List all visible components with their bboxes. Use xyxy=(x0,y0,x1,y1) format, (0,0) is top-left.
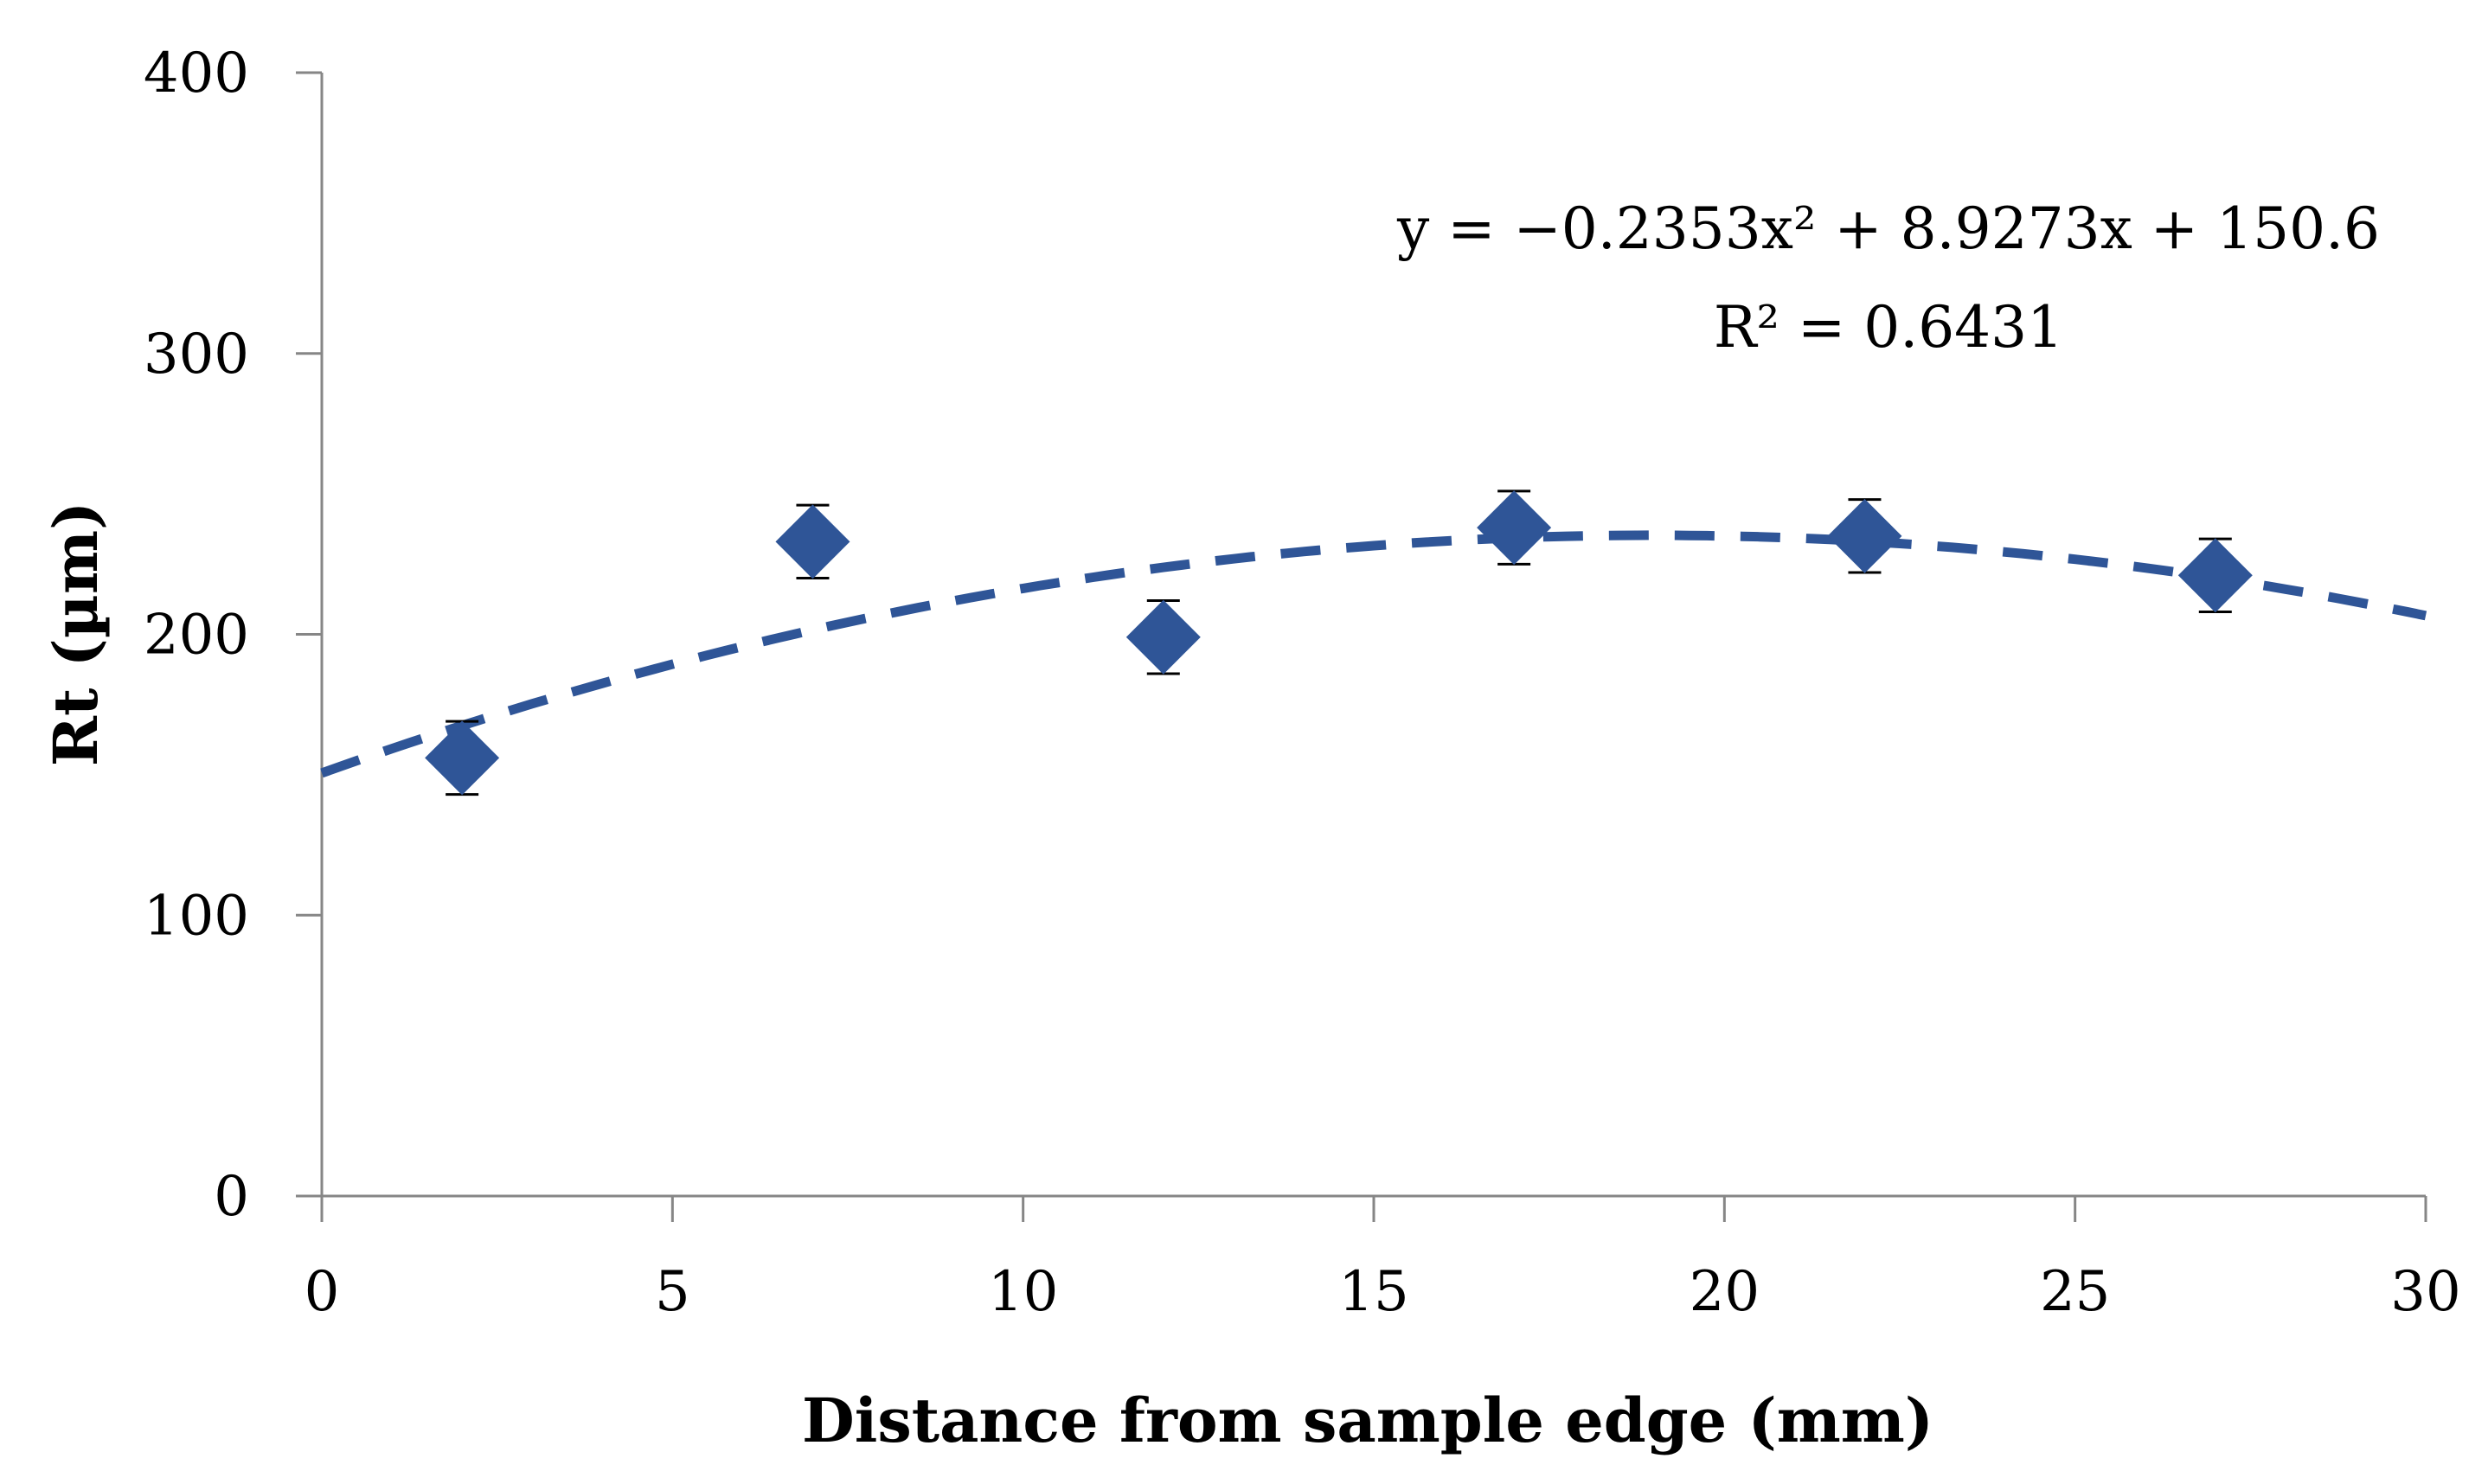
data-point xyxy=(2177,537,2253,614)
y-tick-label: 300 xyxy=(144,323,249,387)
data-point xyxy=(1125,599,1201,675)
x-tick-label: 0 xyxy=(305,1260,340,1324)
x-axis-title: Distance from sample edge (mm) xyxy=(802,1385,1933,1456)
y-tick-label: 100 xyxy=(144,884,249,948)
y-axis-title: Rt (µm) xyxy=(40,502,112,766)
y-tick-label: 0 xyxy=(214,1165,249,1229)
trendline xyxy=(320,530,2427,778)
x-tick-label: 20 xyxy=(1690,1260,1760,1324)
diamond-marker xyxy=(1125,599,1201,675)
diamond-marker xyxy=(425,720,500,796)
axes: 0 100 200 300 400 0 5 10 15 20 25 30 xyxy=(144,42,2461,1324)
diamond-marker xyxy=(1477,490,1552,566)
y-tick-label: 200 xyxy=(144,604,249,668)
y-axis-ticks: 0 100 200 300 400 xyxy=(144,42,322,1229)
x-tick-label: 25 xyxy=(2040,1260,2110,1324)
data-point xyxy=(775,503,850,580)
diamond-marker xyxy=(775,504,850,579)
data-points xyxy=(425,489,2253,796)
diamond-marker xyxy=(2177,538,2253,613)
trendline-equation: y = −0.2353x² + 8.9273x + 150.6 xyxy=(1396,195,2380,262)
x-axis-ticks: 0 5 10 15 20 25 30 xyxy=(305,1196,2461,1324)
data-point xyxy=(1827,498,1902,574)
y-tick-label: 400 xyxy=(144,42,249,106)
x-tick-label: 15 xyxy=(1338,1260,1408,1324)
x-tick-label: 5 xyxy=(655,1260,690,1324)
trendline-r-squared: R² = 0.6431 xyxy=(1714,294,2063,361)
trendline-group xyxy=(320,530,2427,778)
x-tick-label: 10 xyxy=(988,1260,1058,1324)
data-point xyxy=(425,720,500,796)
data-point xyxy=(1477,489,1552,566)
x-tick-label: 30 xyxy=(2390,1260,2460,1324)
diamond-marker xyxy=(1827,498,1902,573)
